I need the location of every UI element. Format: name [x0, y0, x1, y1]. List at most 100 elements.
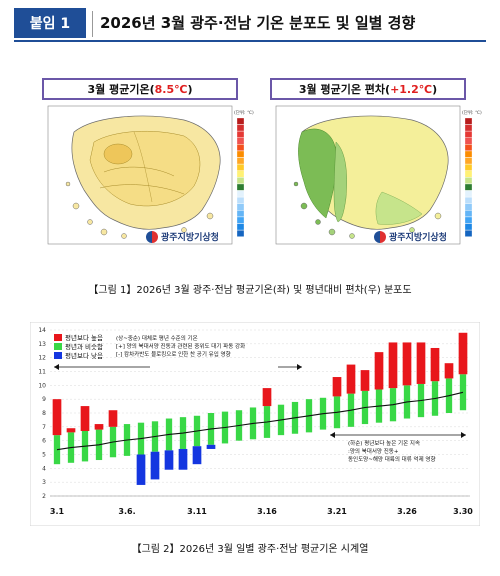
legend-swatch [464, 197, 473, 204]
temperature-anomaly-map-title: 3월 평균기온 편차(+1.2℃) [270, 78, 466, 100]
normal-range-bar [459, 374, 467, 411]
x-tick-label: 3.26 [397, 507, 417, 516]
y-tick-label: 4 [42, 465, 46, 472]
above-normal-bar [374, 352, 384, 390]
mean-temperature-map-title: 3월 평균기온(8.5℃) [42, 78, 238, 100]
below-normal-bar [136, 454, 146, 485]
legend-swatch [236, 183, 245, 191]
above-normal-bar [458, 332, 468, 375]
report-header: 붙임 1 2026년 3월 광주·전남 기온 분포도 및 일별 경향 [14, 8, 486, 42]
temperature-anomaly-legend: (단위: ℃) [462, 109, 482, 237]
legend-swatch [236, 203, 245, 211]
annotation-early-text: (상~중순) 대체로 평년 수준의 기온 [116, 334, 198, 342]
above-normal-bar [262, 388, 272, 407]
legend-swatch [236, 137, 245, 145]
kma-logo: 광주지방기상청 [146, 230, 219, 243]
header-underline [14, 40, 486, 42]
legend-swatch [54, 334, 62, 341]
legend-swatch [54, 352, 62, 359]
annotation-late-text: :양의 북대서양 진동+ [348, 447, 399, 455]
y-tick-label: 5 [42, 452, 46, 459]
legend-swatch [464, 230, 473, 237]
appendix-badge: 붙임 1 [14, 8, 86, 38]
y-tick-label: 12 [38, 355, 46, 362]
legend-label: 평년과 비슷함 [65, 342, 103, 351]
y-tick-label: 6 [42, 438, 46, 445]
legend-swatch [464, 170, 473, 178]
x-tick-label: 3.30 [453, 507, 473, 516]
temperature-anomaly-map-panel: 3월 평균기온 편차(+1.2℃) (단위: ℃) 광주지방기상청 [262, 78, 486, 254]
legend-swatch [236, 150, 245, 158]
above-normal-bar [108, 410, 118, 427]
kma-emblem-icon [146, 230, 158, 243]
legend-swatch [236, 230, 245, 237]
legend-swatch [464, 144, 473, 151]
above-normal-bar [94, 424, 104, 430]
x-tick-label: 3.6. [118, 507, 135, 516]
legend-swatch [464, 210, 473, 217]
legend-swatch [464, 131, 473, 138]
legend-swatch [464, 216, 473, 224]
y-tick-label: 10 [38, 382, 46, 389]
mean-temperature-legend: (단위: ℃) [234, 109, 254, 237]
legend-swatch [464, 177, 473, 184]
mean-temperature-map-panel: 3월 평균기온(8.5℃) (단위: ℃) 광주지방기상청 [34, 78, 258, 254]
legend-unit-label: (단위: ℃) [234, 109, 254, 116]
legend-swatch [464, 157, 473, 165]
kma-logo: 광주지방기상청 [374, 230, 447, 243]
annotation-early-text: [+] 양의 북대서양 진동과 관련된 중위도 대기 파동 강화 [116, 342, 245, 350]
daily-temperature-chart: 2 3 4 5 6 7 8 9 10 11 12 13 14 3.1 3.6. 3.11 3.16 3.21 3.2… [29, 321, 481, 527]
y-tick-label: 7 [42, 424, 46, 431]
y-tick-label: 13 [38, 341, 46, 348]
legend-label: 평년보다 높음 [65, 333, 103, 342]
annotation-late-text: 동인도양~해양 대륙의 대류 억제 영향 [348, 455, 436, 463]
above-normal-bar [332, 377, 342, 397]
legend-swatch [236, 144, 245, 151]
above-normal-bar [402, 342, 412, 386]
kma-emblem-icon [374, 230, 386, 243]
above-normal-bar [66, 428, 76, 433]
figure-1-caption: 【그림 1】2026년 3월 광주·전남 평균기온(좌) 및 평년대비 편차(우… [88, 285, 412, 296]
legend-swatch [236, 131, 245, 138]
mean-temperature-map: (단위: ℃) [34, 102, 258, 254]
above-normal-bar [80, 406, 90, 431]
above-normal-bar [444, 363, 454, 379]
legend-swatch [236, 197, 245, 204]
annotation-late-text: (하순) 평년보다 높은 기온 지속 [348, 439, 420, 447]
x-tick-label: 3.1 [50, 507, 65, 516]
above-normal-bar [360, 370, 370, 391]
x-tick-label: 3.21 [327, 507, 347, 516]
figure-2-caption: 【그림 2】2026년 3월 일별 광주·전남 평균기온 시계열 [131, 544, 369, 555]
legend-swatch [236, 223, 245, 231]
arrow-head-icon [461, 432, 466, 438]
legend-swatch [236, 157, 245, 165]
temperature-anomaly-map: (단위: ℃) [262, 102, 486, 254]
legend-swatch [464, 190, 473, 198]
daily-temperature-chart-svg: 2 3 4 5 6 7 8 9 10 11 12 13 14 3.1 3.6. 3.11 3.16 3.21 3.2… [29, 321, 481, 527]
arrow-head-icon [54, 364, 59, 370]
y-tick-label: 11 [38, 369, 46, 376]
legend-swatch [464, 124, 473, 132]
y-tick-label: 2 [42, 493, 46, 500]
legend-swatch [236, 170, 245, 178]
arrow-head-icon [330, 432, 335, 438]
above-normal-bar [388, 342, 398, 389]
above-normal-bar [52, 399, 62, 436]
arrow-head-icon [297, 364, 302, 370]
legend-label: 평년보다 낮음 [65, 351, 103, 360]
header-separator [92, 11, 93, 37]
annotation-early-text: [-] 캄차카반도 블로킹으로 인한 찬 공기 유입 영향 [116, 350, 231, 358]
below-normal-bar [178, 448, 188, 470]
normal-mean-line [56, 391, 464, 451]
legend-swatch [236, 177, 245, 184]
legend-swatch [236, 117, 245, 125]
legend-swatch [54, 343, 62, 350]
y-tick-label: 8 [42, 410, 46, 417]
x-tick-label: 3.11 [187, 507, 207, 516]
legend-swatch [464, 223, 473, 231]
y-tick-label: 14 [38, 327, 46, 334]
legend-swatch [236, 124, 245, 132]
legend-swatch [236, 190, 245, 198]
above-normal-bar [430, 347, 440, 382]
x-tick-label: 3.16 [257, 507, 277, 516]
